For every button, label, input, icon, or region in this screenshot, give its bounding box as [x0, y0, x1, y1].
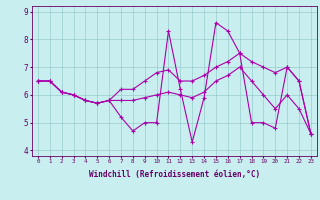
X-axis label: Windchill (Refroidissement éolien,°C): Windchill (Refroidissement éolien,°C): [89, 170, 260, 179]
